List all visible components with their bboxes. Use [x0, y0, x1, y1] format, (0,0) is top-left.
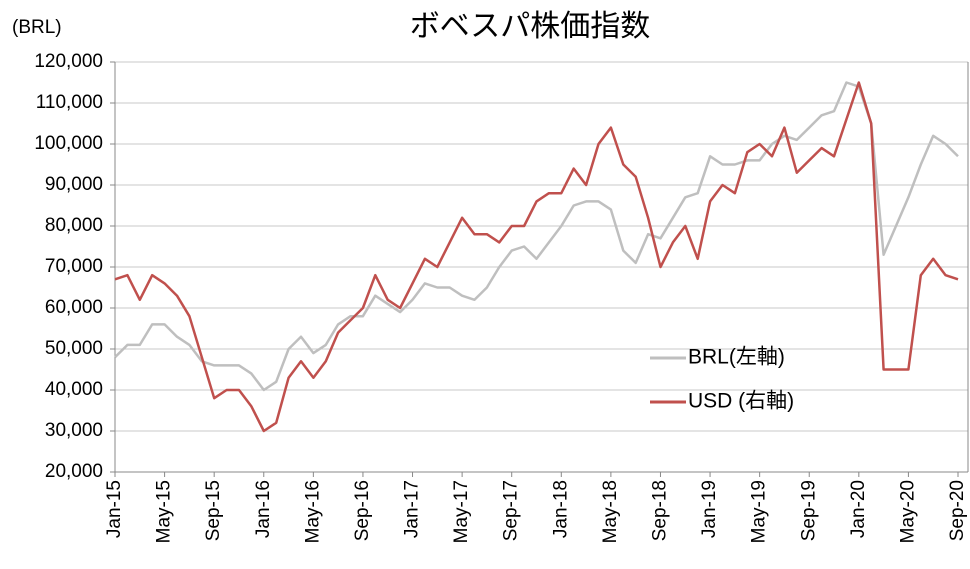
x-tick-label: Jan-17 [402, 480, 423, 538]
y-tick-label: 120,000 [34, 51, 103, 72]
x-tick-label: Sep-17 [501, 480, 522, 541]
x-tick-label: Jan-20 [848, 480, 869, 538]
y-tick-label: 70,000 [45, 256, 103, 277]
line-series [114, 81, 959, 392]
chart-title: ボベスパ株価指数 [410, 10, 651, 43]
y-tick-label: 40,000 [45, 379, 103, 400]
x-tick-label: Jan-16 [253, 480, 274, 538]
x-tick-label: Sep-15 [203, 480, 224, 541]
x-tick-label: May-19 [749, 480, 770, 543]
x-tick-label: Sep-18 [649, 480, 670, 541]
y-tick-label: 80,000 [45, 215, 103, 236]
y-tick-label: 30,000 [45, 420, 103, 441]
y-tick-label: 110,000 [36, 92, 103, 113]
legend-label: USD (右軸) [688, 390, 794, 413]
x-tick-label: Sep-19 [798, 480, 819, 541]
x-tick-label: May-20 [897, 480, 918, 543]
x-tick-label: Sep-20 [947, 480, 968, 541]
x-tick-label: Jan-18 [550, 480, 571, 538]
x-tick-label: May-17 [451, 480, 472, 543]
y-tick-label: 20,000 [45, 461, 103, 482]
x-tick-label: May-15 [154, 480, 175, 543]
legend-label: BRL(左軸) [688, 346, 785, 369]
y-tick-label: 60,000 [45, 297, 103, 318]
x-tick-label: May-16 [302, 480, 323, 543]
x-tick-label: Sep-16 [352, 480, 373, 541]
y-tick-label: 50,000 [45, 338, 103, 359]
x-tick-label: Jan-15 [104, 480, 125, 538]
y-axis-label: (BRL) [12, 17, 62, 38]
y-tick-label: 90,000 [45, 174, 103, 195]
x-tick-label: May-18 [600, 480, 621, 543]
y-tick-label: 100,000 [34, 133, 103, 154]
x-tick-label: Jan-19 [699, 480, 720, 538]
line-series [114, 81, 959, 433]
